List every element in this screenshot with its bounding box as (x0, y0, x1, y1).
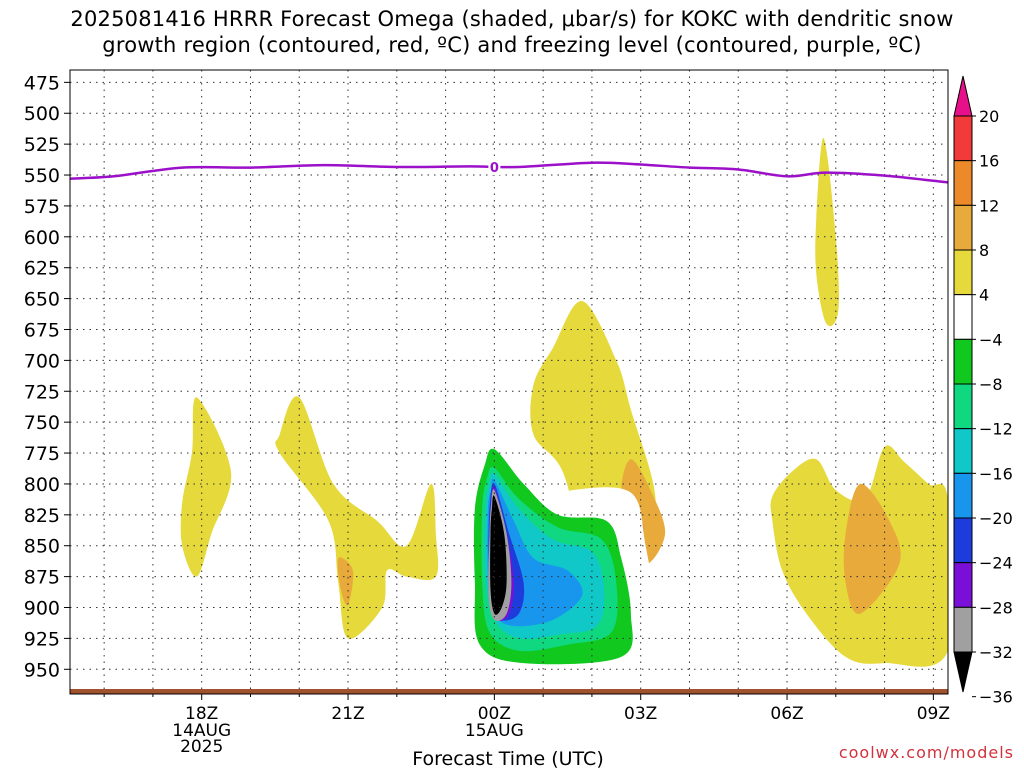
y-tick-label-475: 475 (24, 72, 60, 94)
colorbar-top-arrow (953, 75, 973, 117)
y-tick-label-525: 525 (24, 134, 60, 156)
x-axis-label: Forecast Time (UTC) (412, 748, 603, 768)
colorbar-band-7 (953, 383, 973, 430)
colorbar-band-12 (953, 606, 973, 653)
omega-region-3 (815, 137, 839, 327)
freezing-level-label-bg (488, 157, 501, 175)
omega-shading-layer (70, 137, 948, 694)
colorbar-label-6: −8 (979, 375, 1003, 394)
x-tick-label-09Z: 09Z (917, 704, 950, 724)
y-tick-label-500: 500 (24, 103, 60, 125)
x-tick-label-06Z: 06Z (770, 704, 803, 724)
x-tick-label-00Z: 00Z (478, 704, 511, 724)
colorbar-band-11 (953, 562, 973, 608)
colorbar-band-2 (953, 160, 973, 206)
plot-frame (69, 69, 949, 695)
colorbar-bottom-arrow (953, 651, 973, 693)
x-tick-label-03Z: 03Z (624, 704, 657, 724)
colorbar-band-5 (953, 294, 973, 340)
colorbar-band-3 (953, 204, 973, 251)
colorbar-label-12: −32 (979, 643, 1013, 662)
y-tick-label-550: 550 (24, 165, 60, 187)
omega-region-9 (229, 589, 276, 664)
y-tick-label-800: 800 (24, 474, 60, 496)
y-tick-label-900: 900 (24, 598, 60, 620)
y-tick-label-850: 850 (24, 536, 60, 558)
colorbar-band-9 (953, 472, 973, 519)
chart-title: 2025081416 HRRR Forecast Omega (shaded, … (0, 6, 1024, 58)
colorbar-label-7: −12 (979, 420, 1013, 439)
colorbar-label-1: 16 (979, 152, 999, 171)
omega-region-7 (843, 483, 901, 615)
omega-region-5 (621, 459, 666, 565)
colorbar-label-4: 4 (979, 286, 989, 305)
x-tick-sublabel-00Z-0: 15AUG (465, 721, 524, 741)
y-tick-label-700: 700 (24, 350, 60, 372)
chart-title-line-1: 2025081416 HRRR Forecast Omega (shaded, … (70, 7, 954, 31)
y-tick-label-575: 575 (24, 196, 60, 218)
omega-region-1 (275, 396, 439, 639)
colorbar-label-9: −20 (979, 509, 1013, 528)
y-tick-label-675: 675 (24, 319, 60, 341)
colorbar-band-1 (953, 115, 973, 162)
y-tick-label-875: 875 (24, 567, 60, 589)
source-credit: coolwx.com/models (838, 743, 1014, 762)
terrain-strip (70, 689, 948, 694)
x-tick-label-18Z: 18Z (185, 704, 218, 724)
y-tick-label-600: 600 (24, 227, 60, 249)
colorbar: 20 16 12 8 4 −4 −8 −12 −16 −20 −24 −28 −32 −36 (953, 75, 1013, 707)
colorbar-band-6 (953, 338, 973, 385)
axes-layer: 475 500 525 550 575 600 625 650 675 700 725 750 775 8… (24, 69, 950, 757)
colorbar-label-11: −28 (979, 598, 1013, 617)
omega-region-6 (337, 557, 354, 606)
y-tick-label-825: 825 (24, 505, 60, 527)
freezing-level-layer: 0 (70, 157, 948, 184)
colorbar-label-5: −4 (979, 330, 1003, 349)
omega-region-0 (180, 397, 232, 577)
y-tick-label-725: 725 (24, 381, 60, 403)
y-tick-label-925: 925 (24, 628, 60, 650)
colorbar-band-4 (953, 249, 973, 296)
colorbar-label-13: −36 (979, 688, 1013, 707)
colorbar-label-10: −24 (979, 554, 1013, 573)
colorbar-label-0: 20 (979, 107, 999, 126)
y-tick-label-650: 650 (24, 289, 60, 311)
y-tick-label-950: 950 (24, 659, 60, 681)
colorbar-label-3: 8 (979, 241, 989, 260)
freezing-level-label: 0 (490, 161, 499, 176)
freezing-level-line (70, 161, 948, 184)
x-tick-label-21Z: 21Z (331, 704, 364, 724)
colorbar-label-2: 12 (979, 196, 999, 215)
chart-title-line-2: growth region (contoured, red, ºC) and f… (102, 33, 922, 57)
colorbar-band-8 (953, 428, 973, 474)
y-tick-label-750: 750 (24, 412, 60, 434)
colorbar-band-10 (953, 517, 973, 564)
colorbar-label-8: −16 (979, 464, 1013, 483)
x-tick-sublabel-18Z-1: 2025 (180, 737, 223, 757)
y-tick-label-775: 775 (24, 443, 60, 465)
y-tick-label-625: 625 (24, 258, 60, 280)
x-tick-sublabel-18Z-0: 14AUG (172, 721, 231, 741)
